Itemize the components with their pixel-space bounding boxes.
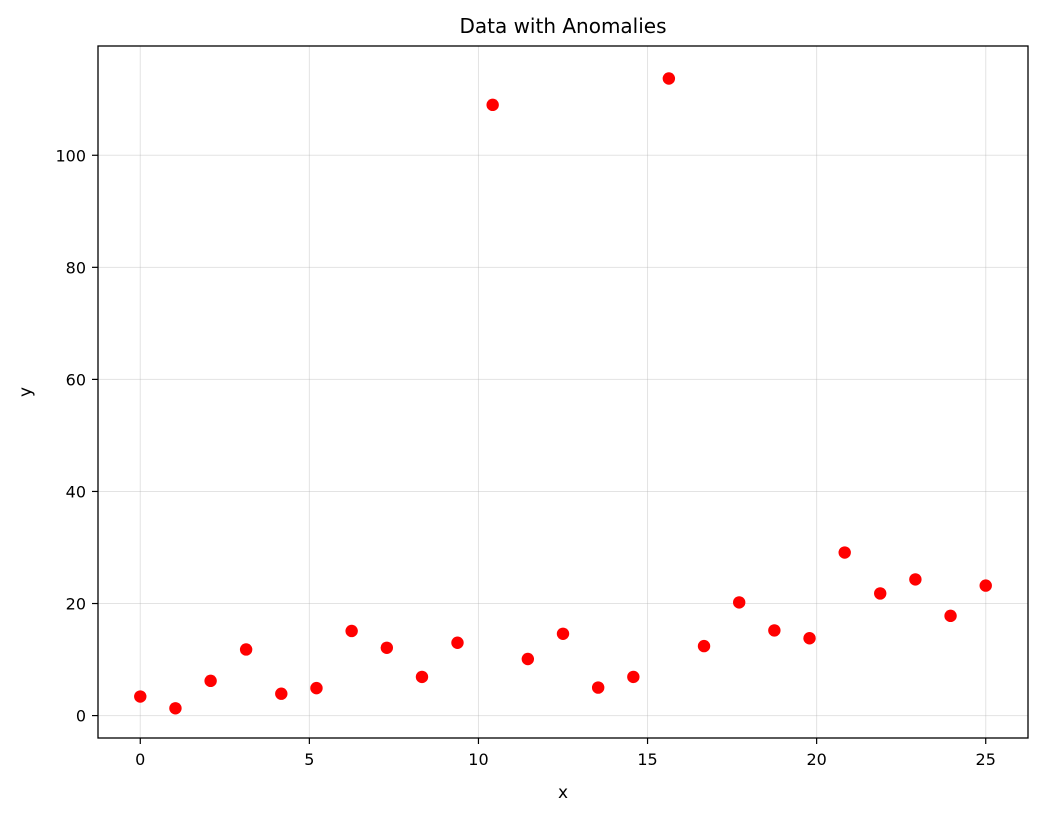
data-point [204,674,217,688]
data-points [134,72,992,715]
data-point [451,636,464,649]
grid-lines [98,46,1028,738]
data-point [874,587,887,600]
x-tick-label: 0 [135,750,145,769]
y-tick-label: 0 [76,707,86,726]
y-tick-label: 40 [66,482,86,501]
x-axis-label: x [558,783,568,803]
data-point [380,641,394,654]
y-axis-label: y [16,387,36,397]
data-point [803,632,816,645]
data-point [627,670,640,684]
y-tick-label: 60 [66,370,86,389]
x-tick-label: 5 [304,750,314,769]
data-point [345,624,358,638]
y-axis-ticks: 0 20 40 60 80 100 [55,146,98,726]
y-tick-label: 20 [66,595,86,614]
data-point [134,690,147,703]
y-tick-label: 80 [66,258,86,277]
data-point [838,546,851,559]
data-point [944,609,957,623]
data-point [239,643,253,656]
data-point [556,627,570,640]
data-point [591,681,605,694]
data-point [415,670,429,684]
x-tick-label: 15 [637,750,657,769]
chart-title: Data with Anomalies [459,14,666,38]
x-tick-label: 25 [976,750,996,769]
x-axis-ticks: 0 5 10 15 20 25 [135,738,996,769]
data-point [979,579,992,592]
data-point [169,702,182,715]
y-tick-label: 100 [55,146,86,165]
data-point [486,98,499,112]
data-point [732,596,746,609]
data-point [521,652,535,666]
plot-frame [97,45,1029,739]
data-point [662,72,676,85]
data-point [310,681,323,695]
data-point [768,624,781,637]
x-tick-label: 10 [468,750,488,769]
data-point [275,687,288,700]
data-point [909,573,922,586]
x-tick-label: 20 [806,750,826,769]
data-point [697,639,711,653]
